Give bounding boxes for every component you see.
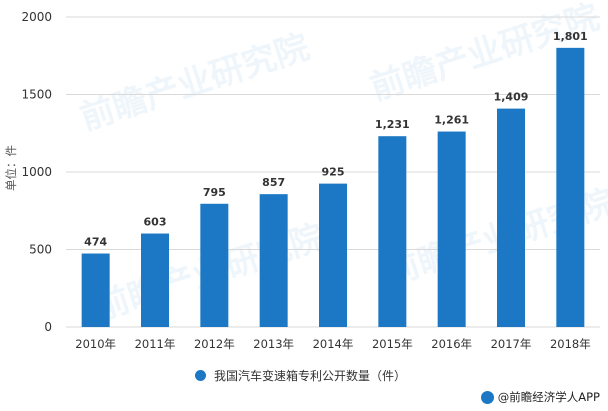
- legend-label: 我国汽车变速箱专利公开数量（件）: [214, 369, 407, 383]
- x-tick-label: 2017年: [491, 337, 532, 351]
- x-tick-label: 2012年: [194, 337, 235, 351]
- data-label: 1,801: [553, 30, 588, 43]
- y-tick-label: 2000: [21, 10, 52, 24]
- bars: [81, 47, 585, 327]
- legend-marker: [195, 370, 206, 381]
- bar: [319, 183, 347, 327]
- watermark: 前瞻产业研究院: [75, 27, 314, 139]
- data-label: 474: [84, 236, 107, 249]
- bar-chart: 前瞻产业研究院 前瞻产业研究院 前瞻产业研究院 前瞻产业研究院 05001000…: [4, 0, 608, 351]
- x-tick-label: 2011年: [135, 337, 176, 351]
- bar: [259, 194, 288, 327]
- data-label: 1,261: [434, 114, 469, 127]
- x-tick-label: 2015年: [372, 337, 413, 351]
- y-tick-label: 500: [29, 243, 52, 257]
- data-label: 795: [203, 186, 226, 199]
- x-tick-label: 2010年: [75, 337, 116, 351]
- data-label: 1,231: [375, 118, 410, 131]
- data-labels: 474 603 795 857 925 1,231 1,261 1,409 1,801: [84, 30, 588, 249]
- bar: [141, 233, 169, 327]
- x-tick-label: 2016年: [431, 337, 472, 351]
- logo-icon: [480, 390, 494, 404]
- x-tick-label: 2014年: [313, 337, 354, 351]
- y-tick-label: 1500: [21, 88, 52, 102]
- y-tick-labels: 0 500 1000 1500 2000: [21, 10, 52, 334]
- x-tick-label: 2018年: [550, 337, 591, 351]
- bar: [200, 203, 229, 327]
- data-label: 603: [144, 216, 167, 229]
- bar: [556, 47, 585, 327]
- x-tick-label: 2013年: [253, 337, 294, 351]
- y-axis-label: 单位：件: [4, 145, 18, 191]
- bar: [437, 131, 466, 327]
- source-credit: @前瞻经济学人APP: [480, 389, 600, 405]
- data-label: 857: [262, 176, 285, 189]
- data-label: 925: [322, 166, 345, 179]
- x-tick-labels: 2010年 2011年 2012年 2013年 2014年 2015年 2016年 2017年…: [75, 337, 590, 351]
- y-tick-label: 0: [44, 320, 52, 334]
- legend: 我国汽车变速箱专利公开数量（件）: [195, 367, 406, 384]
- bar: [378, 136, 407, 327]
- bar: [81, 253, 110, 327]
- bar: [497, 108, 525, 327]
- data-label: 1,409: [494, 91, 529, 104]
- credit-text: @前瞻经济学人APP: [497, 390, 600, 404]
- y-tick-label: 1000: [21, 165, 52, 179]
